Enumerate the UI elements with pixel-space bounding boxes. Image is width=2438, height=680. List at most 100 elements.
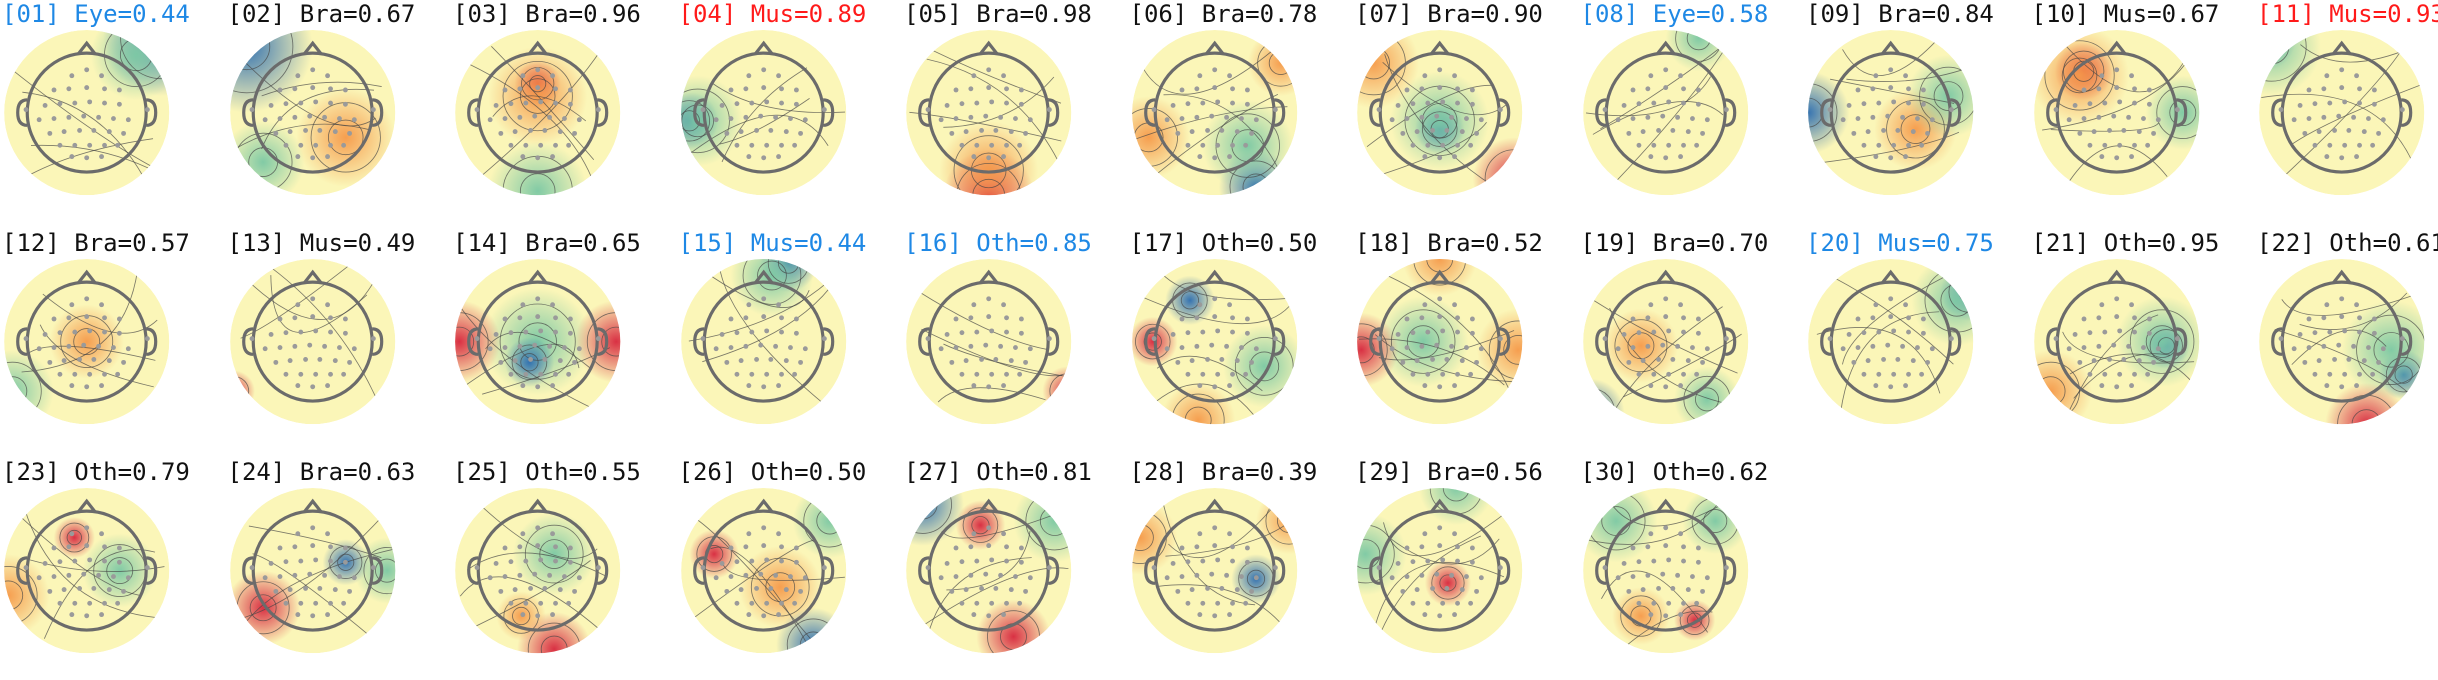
panel-label: [03] Bra=0.96 — [453, 0, 641, 28]
electrode-dot — [1229, 329, 1235, 335]
electrode-dot — [1242, 600, 1248, 606]
electrode-dot — [99, 612, 105, 618]
contour-line — [336, 553, 354, 571]
panel-index: [16] — [904, 229, 962, 257]
contour-line — [42, 293, 158, 334]
electrode-dot — [1695, 545, 1701, 551]
contour-line — [262, 261, 384, 417]
electrode-dot — [116, 316, 122, 322]
electrode-dot — [370, 107, 376, 113]
electrode-dot — [949, 130, 955, 136]
electrode-dot — [2357, 329, 2362, 335]
electrode-dot — [1244, 316, 1250, 322]
electrode-dot — [1376, 565, 1382, 571]
electrode-dot — [106, 129, 112, 135]
electrode-dot — [989, 371, 995, 377]
electrode-dot — [291, 572, 297, 578]
topomap — [455, 30, 621, 196]
electrode-dot — [553, 371, 558, 377]
contour-line — [1384, 54, 1505, 194]
electrode-dot — [595, 336, 601, 342]
electrode-dot — [767, 585, 773, 591]
electrode-dot — [297, 329, 303, 335]
electrode-dot — [291, 544, 297, 550]
electrode-dot — [2339, 67, 2345, 73]
panel-class: Bra — [74, 229, 118, 257]
electrode-dot — [719, 103, 725, 108]
electrode-dot — [502, 345, 508, 350]
electrode-dot — [2371, 101, 2377, 107]
panel-score: 0.67 — [2161, 0, 2220, 28]
electrode-dot — [144, 565, 150, 571]
electrode-dot — [1704, 117, 1710, 123]
panel-class: Mus — [750, 0, 795, 28]
electrode-dot — [2357, 371, 2362, 377]
electrode-dot — [925, 565, 931, 571]
electrode-dot — [121, 588, 127, 594]
electrode-dot — [111, 116, 116, 121]
electrode-dot — [1179, 345, 1184, 350]
electrode-dot — [277, 545, 282, 551]
electrode-dot — [2087, 142, 2092, 148]
electrode-dot — [532, 342, 538, 348]
electrode-dot — [1881, 356, 1887, 362]
electrode-dot — [1004, 100, 1009, 106]
electrode-dot — [324, 73, 330, 79]
topomap — [1582, 488, 1748, 654]
electrode-dot — [306, 571, 312, 577]
contour-line — [1134, 106, 1287, 140]
electrode-dot — [144, 107, 150, 113]
electrode-dot — [1680, 600, 1686, 606]
electrode-dot — [2339, 384, 2345, 390]
contour-line — [1382, 62, 1507, 116]
electrode-dot — [760, 85, 766, 91]
electrode-dot — [763, 557, 769, 563]
electrode-dot — [302, 585, 308, 591]
electrode-dot — [2336, 342, 2342, 348]
electrode-dot — [1861, 330, 1867, 336]
electrode-dot — [1253, 575, 1259, 581]
electrode-dot — [1655, 127, 1661, 133]
electrode-dot — [1840, 346, 1846, 352]
electrode-dot — [1662, 525, 1668, 531]
contour-line — [239, 260, 355, 339]
electrode-dot — [309, 296, 315, 302]
electrode-dot — [1925, 130, 1931, 136]
head-outline — [1594, 40, 1736, 174]
contour-line — [73, 328, 101, 356]
electrode-dot — [1452, 154, 1458, 160]
electrode-dot — [1211, 67, 1217, 73]
head-outline — [692, 40, 834, 174]
electrode-dot — [1870, 86, 1876, 92]
electrode-dot — [291, 315, 297, 321]
electrode-dot — [1199, 329, 1205, 335]
electrode-dot — [487, 117, 493, 123]
topomap — [680, 30, 846, 196]
electrode-dot — [316, 585, 322, 591]
electrode-dot — [567, 545, 573, 551]
panel-label: [12] Bra=0.57 — [2, 229, 190, 257]
electrode-dot — [77, 356, 83, 362]
electrode-dot — [986, 67, 992, 73]
electrode-dot — [1669, 585, 1675, 591]
electrode-dot — [262, 346, 268, 352]
electrode-dot — [1434, 342, 1440, 348]
panel-score: 0.98 — [1034, 0, 1092, 28]
contour-line — [240, 549, 392, 629]
electrode-dot — [2136, 129, 2142, 135]
electrode-dot — [2291, 117, 2297, 123]
electrode-dot — [562, 345, 567, 350]
electrode-dot — [1444, 127, 1450, 133]
head-outline — [467, 40, 609, 174]
electrode-dot — [1677, 531, 1683, 537]
panel-score: 0.79 — [132, 458, 190, 486]
electrode-dot — [523, 100, 529, 106]
electrode-dot — [1208, 342, 1214, 348]
electrode-dot — [1469, 559, 1475, 565]
electrode-dot — [1630, 574, 1635, 579]
electrode-dot — [1004, 558, 1009, 564]
electrode-dot — [1395, 332, 1401, 337]
topomap — [680, 259, 846, 425]
electrode-dot — [2150, 130, 2156, 136]
panel-label: [21] Oth=0.95 — [2031, 229, 2220, 257]
